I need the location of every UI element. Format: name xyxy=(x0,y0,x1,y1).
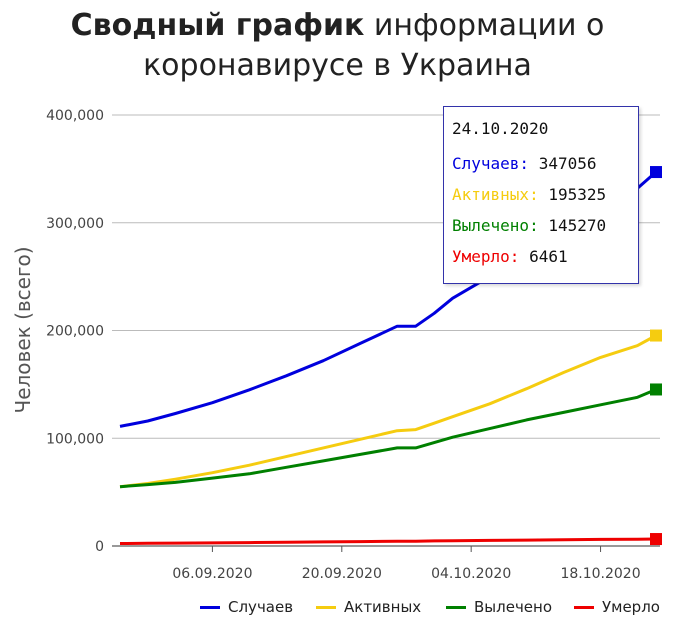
legend-label-deaths: Умерло xyxy=(602,598,660,616)
legend-swatch-active xyxy=(316,605,336,609)
legend-label-active: Активных xyxy=(344,598,422,616)
x-tick-label: 06.09.2020 xyxy=(172,566,252,582)
tooltip-row-cases: Случаев: 347056 xyxy=(452,154,597,173)
series-line-deaths xyxy=(119,537,657,545)
tooltip-value-deaths: 6461 xyxy=(529,247,568,266)
tooltip-value-active: 195325 xyxy=(548,185,607,204)
legend-item-cases[interactable]: Случаев xyxy=(200,598,293,616)
y-tick-label: 0 xyxy=(95,539,104,555)
legend-label-cases: Случаев xyxy=(228,598,294,616)
title-bold: Сводный график xyxy=(70,8,365,43)
y-axis-label: Человек (всего) xyxy=(11,246,35,413)
y-tick-label: 200,000 xyxy=(46,324,104,340)
legend: Случаев Активных Вылечено Умерло xyxy=(0,598,675,620)
tooltip-row-recovered: Вылечено: 145270 xyxy=(452,216,606,235)
tooltip-value-recovered: 145270 xyxy=(548,216,607,235)
data-tooltip: 24.10.2020 Случаев: 347056 Активных: 195… xyxy=(443,106,639,284)
tooltip-value-cases: 347056 xyxy=(538,154,597,173)
chart-title: Сводный график информации о коронавирусе… xyxy=(0,6,675,86)
series-end-marker-recovered[interactable] xyxy=(650,383,662,396)
series-line-recovered xyxy=(119,388,657,489)
tooltip-label-cases: Случаев: xyxy=(452,154,530,173)
y-tick-label: 400,000 xyxy=(46,108,104,124)
series-line-active xyxy=(119,334,657,489)
tooltip-label-recovered: Вылечено: xyxy=(452,216,539,235)
series-end-marker-active[interactable] xyxy=(650,329,662,342)
tooltip-row-deaths: Умерло: 6461 xyxy=(452,247,568,266)
legend-item-active[interactable]: Активных xyxy=(316,598,421,616)
legend-swatch-cases xyxy=(200,605,220,609)
tooltip-label-active: Активных: xyxy=(452,185,539,204)
title-line2: коронавирусе в Украина xyxy=(143,48,532,83)
legend-swatch-deaths xyxy=(574,605,594,609)
legend-swatch-recovered xyxy=(446,605,466,609)
tooltip-date: 24.10.2020 xyxy=(452,119,549,138)
legend-item-deaths[interactable]: Умерло xyxy=(574,598,660,616)
legend-label-recovered: Вылечено xyxy=(474,598,553,616)
y-tick-label: 100,000 xyxy=(46,431,104,447)
series-end-marker-cases[interactable] xyxy=(650,166,662,179)
title-rest: информации о xyxy=(364,8,605,43)
legend-item-recovered[interactable]: Вылечено xyxy=(446,598,552,616)
x-tick-label: 04.10.2020 xyxy=(431,566,511,582)
x-tick-label: 20.09.2020 xyxy=(302,566,382,582)
tooltip-label-deaths: Умерло: xyxy=(452,247,520,266)
series-end-marker-deaths[interactable] xyxy=(650,533,662,546)
y-tick-label: 300,000 xyxy=(46,216,104,232)
x-tick-label: 18.10.2020 xyxy=(560,566,640,582)
tooltip-row-active: Активных: 195325 xyxy=(452,185,606,204)
